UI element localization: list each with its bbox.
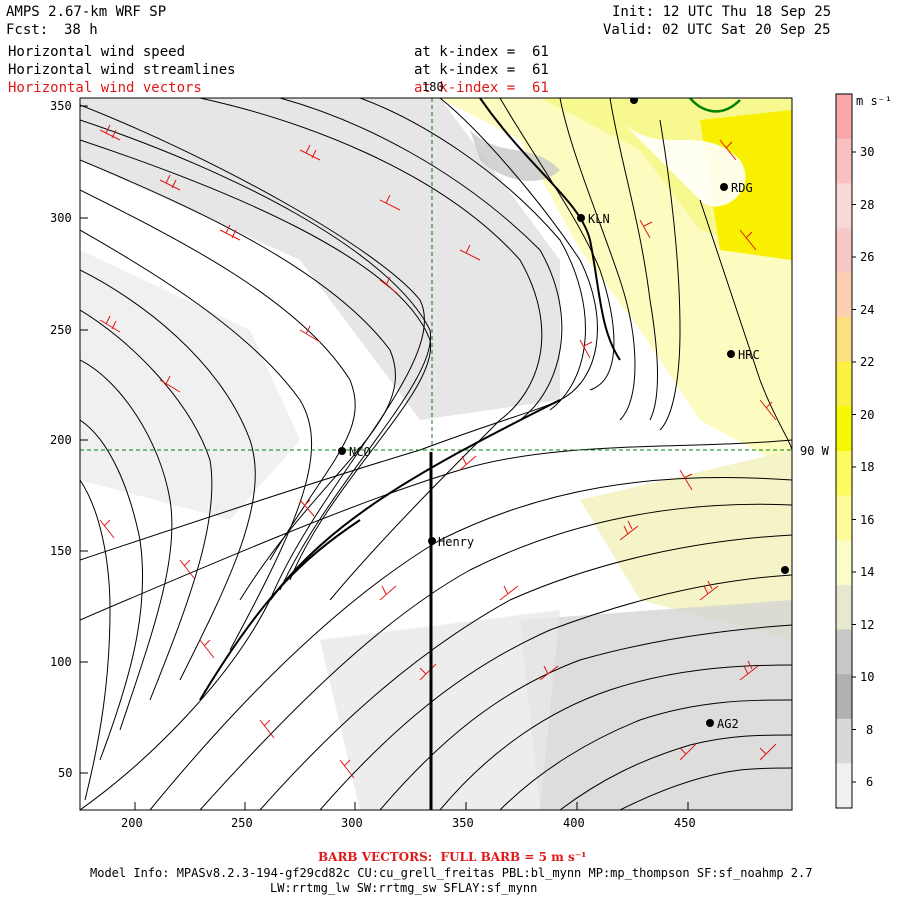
x-tick-250: 250 <box>231 816 253 830</box>
station-label-henry: Henry <box>438 535 475 549</box>
footer-barb-note: BARB VECTORS: FULL BARB = 5 m s⁻¹ <box>318 850 587 864</box>
lon-label-90w: 90 W <box>800 444 829 458</box>
footer-model-info-2: LW:rrtmg_lw SW:rrtmg_sw SFLAY:sf_mynn <box>270 881 538 895</box>
colorbar-label: 16 <box>860 512 875 527</box>
station-dot-henry <box>428 537 436 545</box>
colorbar-segment <box>836 629 852 675</box>
station-dot-kln <box>577 214 585 222</box>
colorbar-label: 20 <box>860 407 875 422</box>
colorbar-label: 10 <box>860 670 875 684</box>
y-tick-100: 100 <box>50 655 72 669</box>
colorbar-segment <box>836 495 852 541</box>
header-fcst-label: Fcst: <box>6 22 49 38</box>
colorbar-segment <box>836 317 852 363</box>
colorbar-segment <box>836 451 852 497</box>
colorbar-label: 26 <box>860 250 875 264</box>
header-line-wind-speed: Horizontal wind speed <box>8 44 186 60</box>
station-dot-ag2 <box>706 719 714 727</box>
colorbar-label: 30 <box>860 145 875 159</box>
header-fcst-value: 38 h <box>64 22 98 38</box>
colorbar-segment <box>836 540 852 586</box>
x-tick-200: 200 <box>121 816 143 830</box>
colorbar-segment <box>836 361 852 407</box>
colorbar-label: 14 <box>860 565 875 579</box>
x-tick-300: 300 <box>341 816 363 830</box>
wind-barbs <box>99 124 777 779</box>
y-tick-350: 350 <box>50 99 72 113</box>
colorbar-segment <box>836 272 852 318</box>
footer-model-info: Model Info: MPASv8.2.3-194-gf29cd82c CU:… <box>90 866 813 880</box>
y-tick-150: 150 <box>50 544 72 558</box>
header-kindex-2: at k-index = 61 <box>414 62 549 78</box>
y-tick-250: 250 <box>50 323 72 337</box>
colorbar-label: 6 <box>866 775 874 789</box>
x-tick-350: 350 <box>452 816 474 830</box>
station-dot-rdg <box>720 183 728 191</box>
station-dot-nco <box>338 447 346 455</box>
colorbar-segment <box>836 94 852 140</box>
colorbar-label: 12 <box>860 617 875 632</box>
station-dot-hrc <box>727 350 735 358</box>
colorbar-segment <box>836 674 852 720</box>
y-tick-50: 50 <box>58 766 73 780</box>
header-kindex-1: at k-index = 61 <box>414 44 549 60</box>
streamlines <box>80 98 792 810</box>
colorbar-segment <box>836 406 852 452</box>
colorbar-segment <box>836 138 852 184</box>
colorbar-segment <box>836 183 852 229</box>
colorbar-label: 24 <box>860 302 875 317</box>
header-valid: Valid: 02 UTC Sat 20 Sep 25 <box>603 22 831 38</box>
station-label-kln: KLN <box>588 212 610 226</box>
axis-ticks <box>80 105 689 810</box>
header-init: Init: 12 UTC Thu 18 Sep 25 <box>612 4 832 20</box>
x-tick-400: 400 <box>563 816 585 830</box>
lon-label-180: 180 <box>422 80 444 94</box>
colorbar <box>835 93 856 809</box>
colorbar-segment <box>836 584 852 630</box>
header-line-streamlines: Horizontal wind streamlines <box>8 62 236 78</box>
station-label-hrc: HRC <box>738 348 760 362</box>
y-tick-300: 300 <box>50 211 72 225</box>
colorbar-label: 28 <box>860 197 875 212</box>
colorbar-segment <box>836 718 852 764</box>
x-tick-450: 450 <box>674 816 696 830</box>
map-plot-area <box>80 98 792 810</box>
header-kindex-3: at k-index = 61 <box>414 80 549 96</box>
colorbar-label: 18 <box>860 460 875 474</box>
header-title: AMPS 2.67-km WRF SP <box>6 4 167 20</box>
colorbar-label: 8 <box>866 722 874 737</box>
station-label-ag2: AG2 <box>717 717 739 731</box>
station-label-nco: NCO <box>349 445 371 459</box>
colorbar-segment <box>836 227 852 273</box>
colorbar-label: 22 <box>860 355 875 369</box>
header-line-vectors: Horizontal wind vectors <box>8 80 202 96</box>
station-label-rdg: RDG <box>731 181 753 195</box>
y-tick-200: 200 <box>50 433 72 447</box>
colorbar-unit: m s⁻¹ <box>856 94 893 108</box>
colorbar-segment <box>836 763 852 809</box>
